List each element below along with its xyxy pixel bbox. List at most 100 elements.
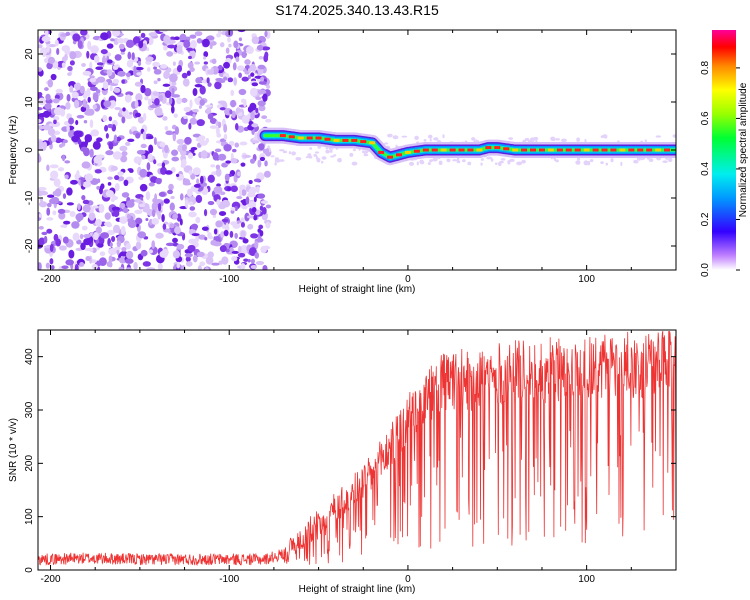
noise-blob <box>237 245 242 254</box>
bottom-xlabel: Height of straight line (km) <box>299 584 416 595</box>
signal-track-peak <box>360 140 367 144</box>
noise-blob <box>234 142 240 148</box>
noise-blob <box>153 66 157 70</box>
noise-blob <box>86 87 91 97</box>
noise-blob <box>52 210 57 216</box>
noise-blob <box>137 60 142 67</box>
noise-blob <box>148 182 155 187</box>
noise-blob <box>82 98 87 108</box>
noise-blob <box>94 169 102 174</box>
noise-blob <box>189 206 196 211</box>
noise-blob <box>191 223 199 230</box>
noise-blob <box>314 151 320 154</box>
noise-blob <box>92 92 99 102</box>
noise-blob <box>65 31 71 37</box>
noise-blob <box>54 94 60 100</box>
noise-blob <box>179 218 183 226</box>
noise-blob <box>50 265 55 270</box>
noise-blob <box>262 265 268 270</box>
noise-blob <box>76 170 80 177</box>
noise-blob <box>163 45 168 51</box>
noise-blob <box>106 69 113 77</box>
signal-track-peak <box>413 149 420 153</box>
noise-blob <box>241 115 250 124</box>
noise-blob <box>151 218 159 225</box>
noise-blob <box>325 149 330 154</box>
noise-blob <box>41 35 51 43</box>
noise-blob <box>251 82 259 87</box>
noise-blob <box>241 205 248 210</box>
noise-blob <box>117 38 125 44</box>
noise-blob <box>54 39 59 47</box>
noise-blob <box>71 91 79 99</box>
noise-blob <box>117 171 124 176</box>
noise-blob <box>184 253 193 258</box>
noise-blob <box>43 235 48 244</box>
noise-blob <box>211 58 217 65</box>
noise-blob <box>176 97 182 105</box>
noise-blob <box>65 259 74 266</box>
noise-blob <box>118 256 127 264</box>
noise-blob <box>126 213 131 220</box>
snr-panel: -200 -100 0 100 0 100 200 300 400 Height of stra… <box>8 329 677 595</box>
noise-blob <box>46 202 52 208</box>
noise-blob <box>173 113 178 118</box>
noise-blob <box>207 174 215 183</box>
noise-blob <box>65 101 71 110</box>
noise-blob <box>233 40 239 49</box>
noise-blob <box>244 212 250 222</box>
noise-blob <box>67 65 73 72</box>
noise-blob <box>409 161 415 166</box>
signal-track-peak <box>422 148 429 152</box>
noise-blob <box>240 221 245 228</box>
noise-blob <box>54 188 62 197</box>
noise-blob <box>242 238 249 244</box>
top-ytick-label: 10 <box>24 96 35 108</box>
noise-blob <box>221 256 229 265</box>
noise-blob <box>490 158 494 162</box>
noise-blob <box>229 109 233 115</box>
noise-blob <box>69 85 74 93</box>
noise-blob <box>152 61 160 67</box>
noise-blob <box>250 111 255 121</box>
noise-blob <box>57 167 65 172</box>
noise-blob <box>205 104 213 108</box>
noise-blob <box>230 99 237 108</box>
noise-blob <box>126 60 134 68</box>
noise-blob <box>80 176 84 186</box>
noise-blob <box>363 150 368 153</box>
noise-blob <box>250 72 255 77</box>
noise-blob <box>384 142 389 145</box>
noise-blob <box>195 216 201 224</box>
noise-blob <box>183 106 192 112</box>
noise-blob <box>263 54 269 63</box>
noise-blob <box>107 181 112 186</box>
noise-blob <box>42 124 52 131</box>
noise-blob <box>38 262 42 270</box>
noise-blob <box>169 73 178 83</box>
signal-track-peak <box>395 153 402 157</box>
noise-blob <box>257 89 267 95</box>
noise-blob <box>194 61 201 65</box>
noise-blob <box>138 203 146 208</box>
noise-blob <box>98 204 105 213</box>
noise-blob <box>223 133 228 141</box>
noise-blob <box>202 38 210 48</box>
noise-blob <box>97 242 104 248</box>
noise-blob <box>169 223 175 229</box>
noise-blob <box>223 229 229 237</box>
noise-blob <box>38 225 44 230</box>
noise-blob <box>219 245 227 253</box>
noise-blob <box>45 93 51 101</box>
noise-blob <box>103 100 112 108</box>
noise-blob <box>130 199 135 203</box>
noise-blob <box>64 174 69 180</box>
noise-blob <box>92 140 101 150</box>
noise-blob <box>176 138 185 145</box>
noise-blob <box>81 62 86 67</box>
noise-blob <box>244 59 251 65</box>
noise-blob <box>163 198 170 204</box>
signal-track-peak <box>646 148 653 152</box>
noise-blob <box>215 164 221 170</box>
